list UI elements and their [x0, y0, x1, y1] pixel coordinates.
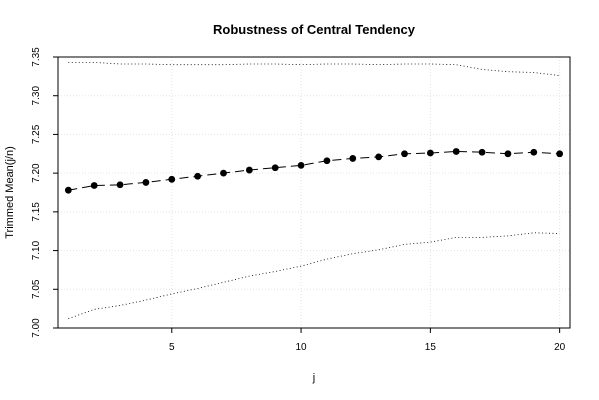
data-point	[245, 166, 253, 174]
grid	[58, 56, 570, 329]
data-point	[220, 169, 227, 177]
data-point	[478, 148, 486, 156]
y-tick-label: 7.20	[31, 163, 42, 183]
data-point	[530, 148, 538, 156]
data-point	[556, 150, 564, 158]
axes: 5 10 15 20 7.00 7.05 7.10 7.15 7.20 7.25 7.30 7.35	[31, 47, 566, 353]
series-line-mean	[68, 150, 560, 191]
data-point	[375, 153, 383, 161]
data-point	[426, 149, 434, 157]
y-tick-label: 7.15	[31, 202, 42, 222]
y-tick-label: 7.00	[31, 318, 42, 338]
x-tick-label: 15	[425, 342, 437, 353]
data-point	[194, 172, 202, 180]
data-point	[504, 150, 512, 158]
data-point	[168, 175, 176, 183]
data-point	[452, 148, 460, 155]
series-line-lower	[68, 232, 560, 320]
y-tick-label: 7.30	[31, 86, 42, 106]
series	[64, 62, 564, 320]
data-point	[116, 181, 124, 189]
series-line-upper	[68, 62, 560, 76]
y-tick-label: 7.25	[31, 124, 42, 144]
x-tick-label: 20	[554, 342, 566, 353]
x-axis-label: j	[312, 372, 315, 384]
x-tick-label: 10	[296, 342, 308, 353]
y-tick-label: 7.10	[31, 240, 42, 260]
data-point	[401, 150, 408, 158]
data-point	[349, 155, 357, 162]
data-point	[297, 162, 305, 169]
y-axis-label: Trimmed Mean(j/n)	[4, 146, 16, 239]
y-tick-label: 7.35	[31, 47, 42, 67]
x-tick-label: 5	[169, 342, 175, 353]
chart-title: Robustness of Central Tendency	[213, 22, 416, 37]
data-point	[323, 157, 331, 165]
data-point	[90, 182, 98, 189]
data-point	[271, 164, 279, 172]
data-point	[142, 179, 150, 186]
y-tick-label: 7.05	[31, 279, 42, 299]
data-point	[64, 186, 72, 194]
plot-frame	[57, 56, 571, 329]
